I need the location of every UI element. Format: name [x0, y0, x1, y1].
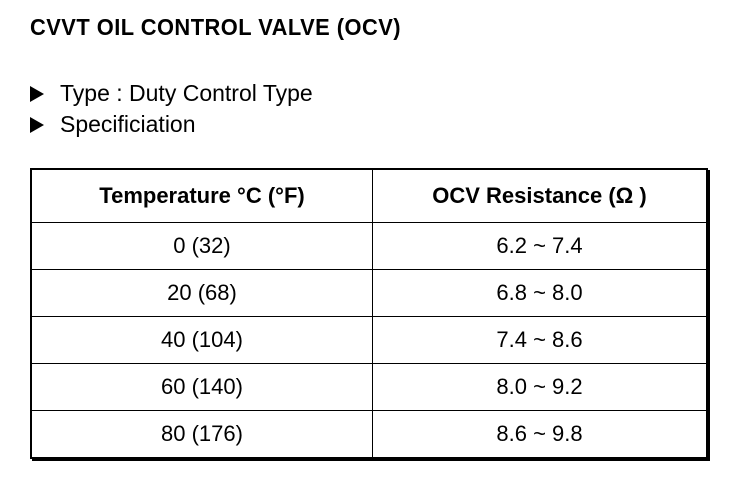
table-cell: 6.8 ~ 8.0: [372, 269, 708, 317]
title: CVVT OIL CONTROL VALVE (OCV): [30, 14, 402, 40]
bullet: Type : Duty Control Type: [30, 78, 313, 109]
table-cell: 0 (32): [30, 222, 373, 270]
column-header: Temperature °C (°F): [30, 168, 373, 223]
table-row: 40 (104) 7.4 ~ 8.6: [30, 316, 708, 364]
table-cell: 60 (140): [30, 363, 373, 411]
table-row: 60 (140) 8.0 ~ 9.2: [30, 363, 708, 411]
table-cell: 7.4 ~ 8.6: [372, 316, 708, 364]
table-row: 0 (32) 6.2 ~ 7.4: [30, 222, 708, 270]
table-cell: 80 (176): [30, 410, 373, 459]
table-cell: 8.6 ~ 9.8: [372, 410, 708, 459]
bullet-list: Type : Duty Control Type Specificiation: [30, 78, 313, 140]
table-row: 80 (176) 8.6 ~ 9.8: [30, 410, 708, 459]
column-header: OCV Resistance (Ω ): [372, 168, 708, 223]
header-row: Temperature °C (°F) OCV Resistance (Ω ): [30, 168, 708, 223]
table-cell: 40 (104): [30, 316, 373, 364]
table-row: 20 (68) 6.8 ~ 8.0: [30, 269, 708, 317]
table-cell: 8.0 ~ 9.2: [372, 363, 708, 411]
table-cell: 20 (68): [30, 269, 373, 317]
table-cell: 6.2 ~ 7.4: [372, 222, 708, 270]
spec-table: Temperature °C (°F) OCV Resistance (Ω ) …: [30, 168, 708, 459]
bullet: Specificiation: [30, 109, 313, 140]
table-body: 0 (32) 6.2 ~ 7.4 20 (68) 6.8 ~ 8.0 40 (104) 7…: [30, 222, 708, 459]
